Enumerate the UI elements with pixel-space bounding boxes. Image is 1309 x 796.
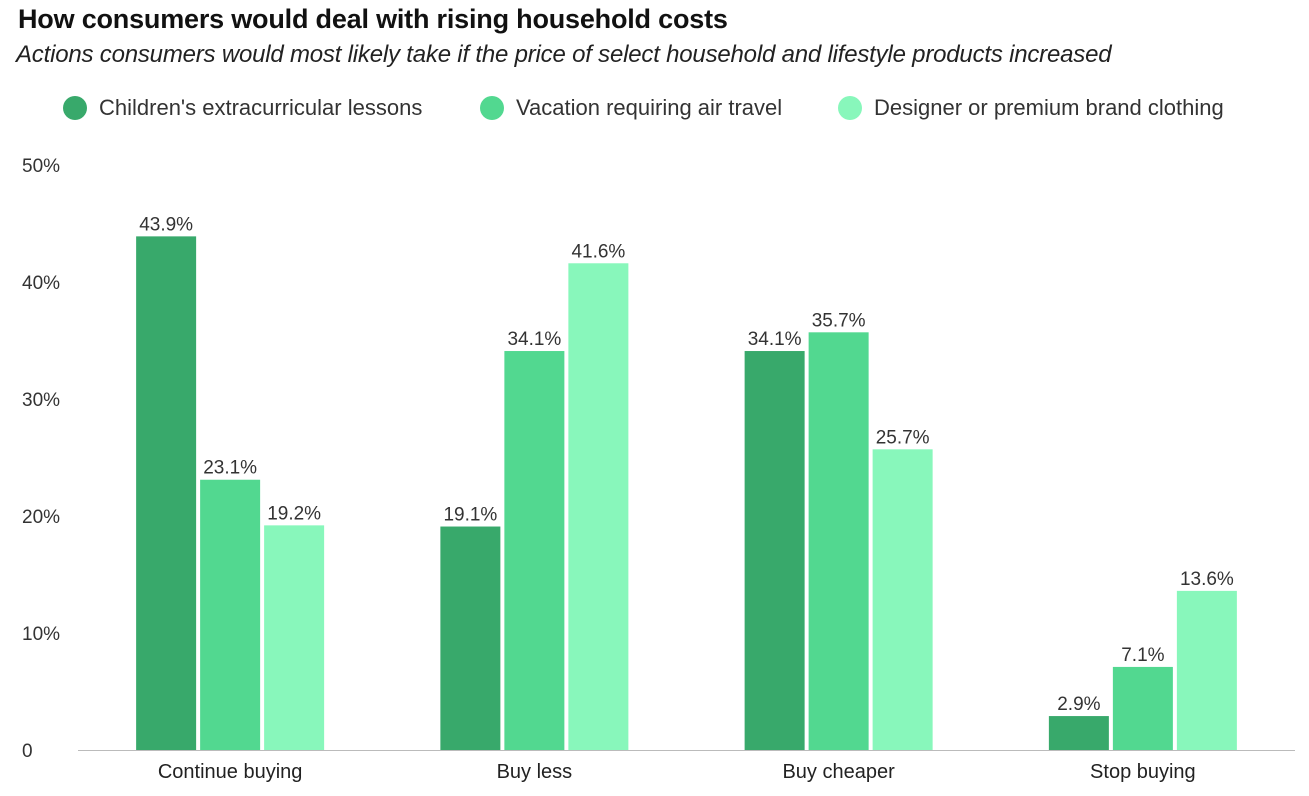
data-label-buy-cheaper-vacation-requiring-air-travel: 35.7%: [812, 310, 866, 331]
legend-label-childrens-lessons: Children's extracurricular lessons: [99, 95, 423, 120]
data-label-stop-buying-vacation-requiring-air-travel: 7.1%: [1121, 645, 1164, 666]
bar-buy-cheaper-designer-or-premium-brand-clothing[interactable]: [872, 449, 933, 750]
x-tick-label-stop-buying: Stop buying: [1090, 761, 1196, 783]
bar-buy-less-designer-or-premium-brand-clothing[interactable]: [568, 263, 629, 750]
data-label-stop-buying-children-s-extracurricular-lessons: 2.9%: [1057, 694, 1100, 715]
data-label-stop-buying-designer-or-premium-brand-clothing: 13.6%: [1180, 569, 1234, 590]
bars: [136, 236, 1237, 750]
data-label-continue-buying-vacation-requiring-air-travel: 23.1%: [203, 458, 257, 479]
data-label-continue-buying-designer-or-premium-brand-clothing: 19.2%: [267, 503, 321, 524]
chart-subtitle: Actions consumers would most likely take…: [16, 41, 1112, 68]
y-tick-label-30: 30%: [22, 390, 60, 411]
legend-swatch-vacation-air-travel: [480, 96, 504, 120]
x-axis: Continue buying Buy less Buy cheaper Stop b…: [158, 761, 1196, 783]
y-axis: 0 10% 20% 30% 40% 50%: [22, 156, 60, 762]
legend-swatch-designer-clothing: [838, 96, 862, 120]
x-tick-label-buy-less: Buy less: [497, 761, 573, 783]
bar-stop-buying-children-s-extracurricular-lessons[interactable]: [1048, 716, 1109, 750]
data-label-continue-buying-children-s-extracurricular-lessons: 43.9%: [139, 214, 193, 235]
legend-item-vacation-air-travel[interactable]: Vacation requiring air travel: [480, 91, 782, 125]
data-label-buy-less-designer-or-premium-brand-clothing: 41.6%: [571, 241, 625, 262]
bar-continue-buying-children-s-extracurricular-lessons[interactable]: [136, 236, 197, 750]
bar-stop-buying-designer-or-premium-brand-clothing[interactable]: [1176, 590, 1237, 750]
legend-item-childrens-lessons[interactable]: Children's extracurricular lessons: [63, 91, 422, 125]
bar-buy-cheaper-children-s-extracurricular-lessons[interactable]: [744, 351, 805, 750]
bar-continue-buying-vacation-requiring-air-travel[interactable]: [200, 479, 261, 750]
bar-stop-buying-vacation-requiring-air-travel[interactable]: [1112, 666, 1173, 750]
x-tick-label-buy-cheaper: Buy cheaper: [782, 761, 895, 783]
legend-label-vacation-air-travel: Vacation requiring air travel: [516, 95, 783, 120]
bar-buy-less-children-s-extracurricular-lessons[interactable]: [440, 526, 501, 750]
data-label-buy-cheaper-children-s-extracurricular-lessons: 34.1%: [748, 329, 802, 350]
y-tick-label-20: 20%: [22, 507, 60, 528]
legend-item-designer-clothing[interactable]: Designer or premium brand clothing: [838, 91, 1224, 125]
data-label-buy-cheaper-designer-or-premium-brand-clothing: 25.7%: [876, 427, 930, 448]
bar-continue-buying-designer-or-premium-brand-clothing[interactable]: [264, 525, 325, 750]
legend: Children's extracurricular lessons Vacat…: [0, 91, 1309, 125]
data-label-buy-less-children-s-extracurricular-lessons: 19.1%: [443, 505, 497, 526]
bar-buy-cheaper-vacation-requiring-air-travel[interactable]: [808, 332, 869, 750]
legend-swatch-childrens-lessons: [63, 96, 87, 120]
data-labels: 43.9% 23.1% 19.2% 19.1% 34.1% 41.6% 34.1% 35.7%…: [139, 214, 1234, 715]
chart-title: How consumers would deal with rising hou…: [18, 4, 728, 34]
y-tick-label-40: 40%: [22, 273, 60, 294]
bar-buy-less-vacation-requiring-air-travel[interactable]: [504, 351, 565, 750]
y-tick-label-50: 50%: [22, 156, 60, 177]
data-label-buy-less-vacation-requiring-air-travel: 34.1%: [507, 329, 561, 350]
x-tick-label-continue-buying: Continue buying: [158, 761, 303, 783]
legend-label-designer-clothing: Designer or premium brand clothing: [874, 95, 1224, 120]
y-tick-label-10: 10%: [22, 624, 60, 645]
y-tick-label-0: 0: [22, 741, 33, 762]
